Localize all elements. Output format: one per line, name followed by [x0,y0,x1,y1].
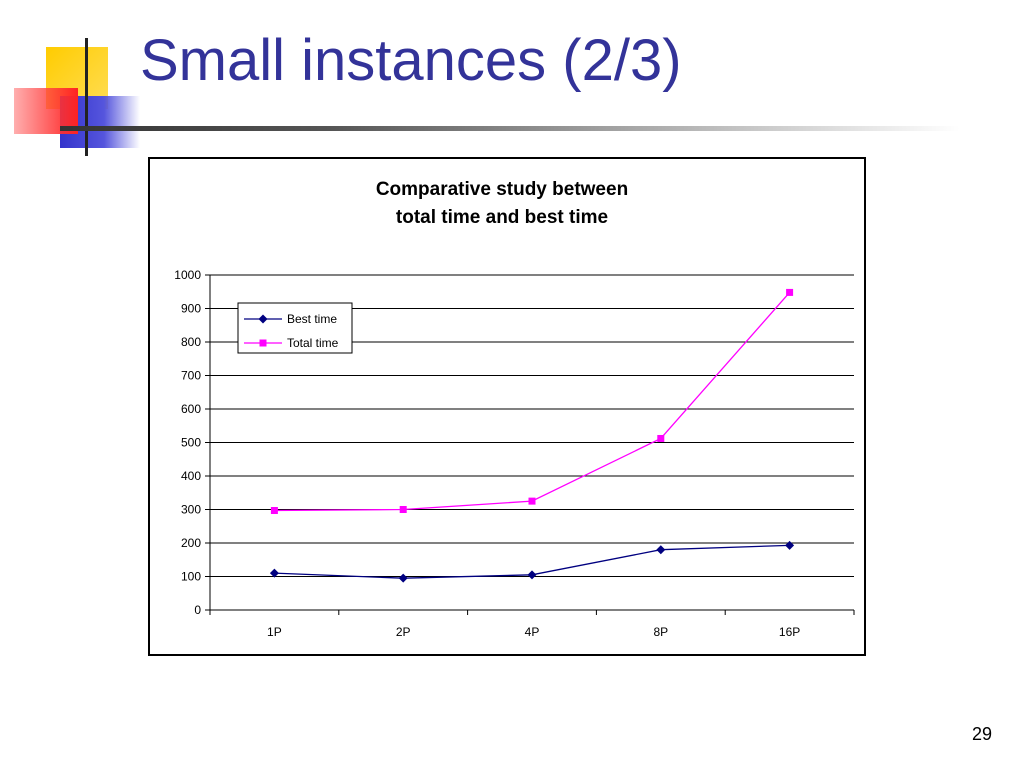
chart-container: Comparative study between total time and… [148,157,866,656]
y-tick-label: 1000 [174,268,201,282]
y-tick-label: 800 [181,335,201,349]
legend: Best time Total time [237,302,353,354]
data-point [269,568,279,578]
line-chart: Comparative study between total time and… [174,179,855,639]
y-tick-label: 900 [181,302,201,316]
y-tick-label: 200 [181,536,201,550]
data-point [398,573,408,583]
chart-title-line-1: Comparative study between [376,179,628,200]
y-tick-label: 100 [181,570,201,584]
data-point [657,434,665,442]
data-point [656,545,666,555]
data-point [527,570,537,580]
page-number: 29 [971,724,992,744]
y-tick-label: 400 [181,469,201,483]
title-underline [60,126,960,131]
chart-title-line-2: total time and best time [396,207,608,228]
slide-title: Small instances (2/3) [140,28,682,93]
y-tick-label: 500 [181,436,201,450]
y-tick-label: 600 [181,402,201,416]
deco-vertical-line [85,38,88,156]
data-point [528,497,536,505]
data-point [785,540,795,550]
y-tick-label: 0 [194,603,201,617]
plot-area: 0 100 200 300 400 500 600 700 800 900 1000 1P 2P 4P 8P… [174,268,855,639]
x-tick-label: 4P [525,625,540,639]
x-tick-label: 1P [267,625,282,639]
legend-marker [258,314,268,324]
legend-box [237,302,353,354]
x-tick-label: 8P [653,625,668,639]
x-tick-label: 2P [396,625,411,639]
y-tick-label: 700 [181,369,201,383]
data-point [399,506,407,513]
legend-label: Best time [287,312,337,326]
x-tick-label: 16P [779,625,800,639]
y-tick-label: 300 [181,503,201,517]
data-point [786,288,794,296]
legend-marker [259,339,267,347]
legend-label: Total time [287,336,339,350]
data-point [270,507,278,515]
